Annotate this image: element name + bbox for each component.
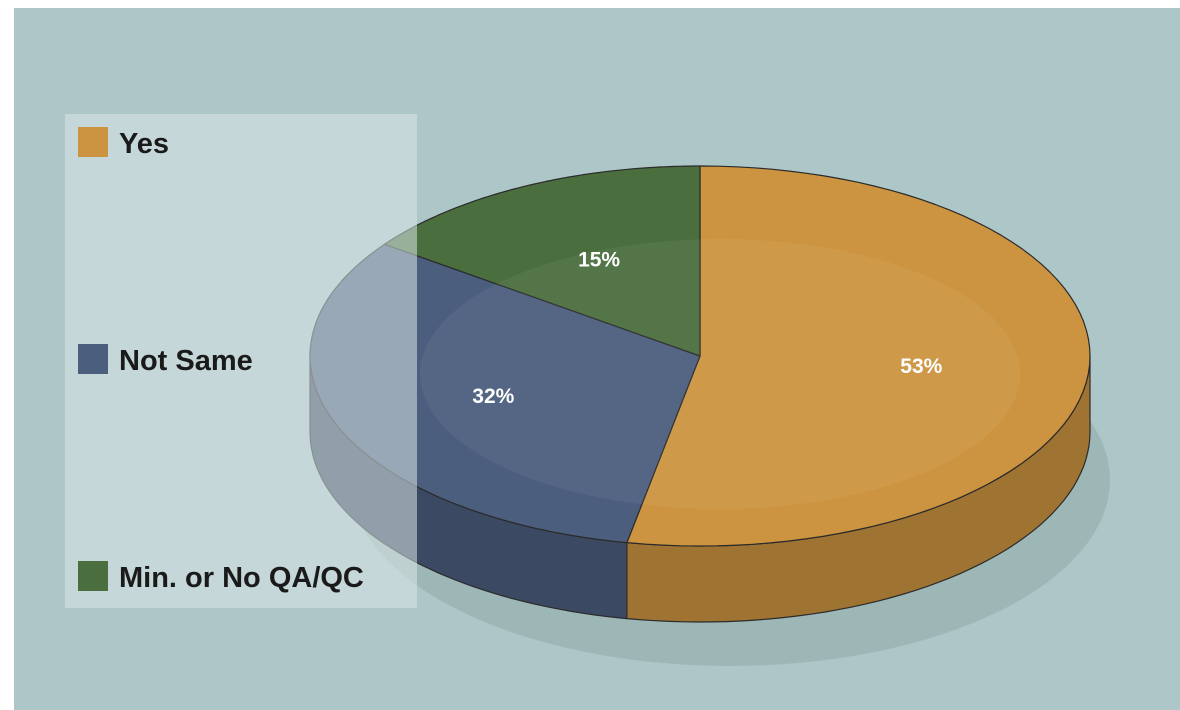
- pie-highlight: [420, 239, 1020, 509]
- pie-slice-min-or-no-qa-qc: [383, 165, 701, 357]
- legend-swatch-not-same: [78, 344, 108, 374]
- legend-label-yes: Yes: [119, 128, 169, 160]
- pie-slice-yes: [626, 165, 1091, 547]
- legend-swatch-yes: [78, 127, 108, 157]
- slice-label-not-same: 32%: [472, 385, 514, 408]
- slice-label-min-or-no-qa-qc: 15%: [578, 249, 620, 272]
- legend-panel: [65, 114, 417, 608]
- legend-label-min-or-no-qa-qc: Min. or No QA/QC: [119, 562, 364, 594]
- legend-label-not-same: Not Same: [119, 345, 253, 377]
- legend-swatch-min-or-no-qa-qc: [78, 561, 108, 591]
- legend: Yes Not Same Min. or No QA/QC: [65, 114, 417, 608]
- pie-layer: 53% 32% 15%: [309, 165, 1110, 666]
- slice-label-yes: 53%: [900, 355, 942, 378]
